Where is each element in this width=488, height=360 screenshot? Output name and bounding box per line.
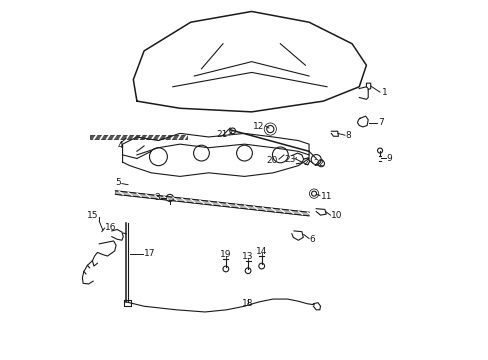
Text: 17: 17: [144, 249, 155, 258]
Text: 13: 13: [242, 252, 253, 261]
Text: 3: 3: [154, 193, 160, 202]
Text: 15: 15: [87, 211, 99, 220]
Text: 10: 10: [330, 211, 342, 220]
Text: 7: 7: [377, 118, 383, 127]
Text: 18: 18: [242, 299, 253, 308]
Text: 11: 11: [320, 192, 331, 201]
Text: 4: 4: [118, 141, 123, 150]
Text: 2: 2: [303, 158, 308, 167]
Text: 6: 6: [309, 235, 315, 244]
Bar: [90, 135, 187, 139]
Text: 1: 1: [381, 87, 386, 96]
Polygon shape: [115, 191, 308, 216]
Text: 20: 20: [266, 156, 277, 165]
Text: 8: 8: [345, 131, 351, 140]
Text: 23: 23: [284, 155, 295, 164]
Text: 14: 14: [256, 247, 267, 256]
Text: 9: 9: [386, 154, 392, 163]
Text: 22: 22: [313, 159, 325, 168]
Text: 21: 21: [216, 130, 227, 139]
Text: 19: 19: [220, 250, 231, 259]
Text: 12: 12: [253, 122, 264, 131]
Text: 16: 16: [105, 223, 117, 232]
Text: 5: 5: [115, 178, 121, 187]
